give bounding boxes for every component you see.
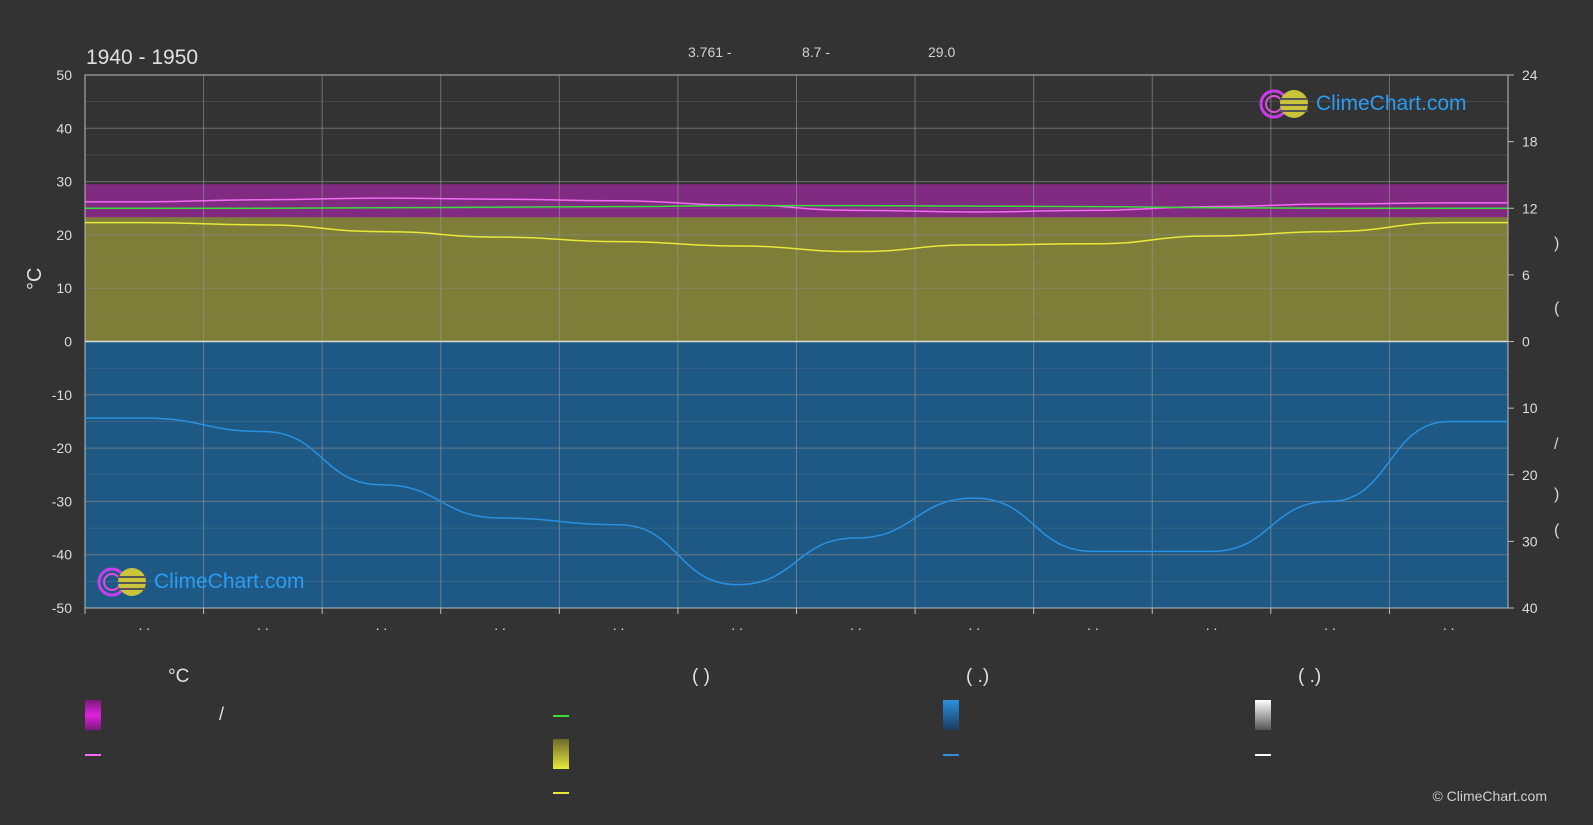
left-tick-label: -40 (52, 547, 72, 563)
series-line-green (85, 204, 1508, 209)
legend-col1-head: °C (168, 666, 190, 687)
legend-line-yellow (553, 792, 569, 794)
header-value-1: 3.761 - (688, 44, 732, 60)
left-axis-unit: °C (24, 267, 46, 290)
left-tick-label: -10 (52, 387, 72, 403)
series-line-yellow (85, 221, 1508, 253)
right-axis-paren-3: ) (1554, 486, 1560, 503)
right-tick-label: 20 (1522, 467, 1538, 483)
logo-top-right[interactable]: ClimeChart.com (1258, 88, 1467, 120)
month-tick-label: . . (494, 617, 506, 633)
right-tick-label: 0 (1522, 334, 1530, 350)
logo-text: ClimeChart.com (154, 570, 305, 593)
right-tick-label: 18 (1522, 134, 1538, 150)
left-tick-label: 50 (56, 67, 72, 83)
right-tick-label: 10 (1522, 400, 1538, 416)
legend-swatch-yellow (553, 739, 569, 769)
month-tick-label: . . (613, 617, 625, 633)
right-tick-label: 40 (1522, 600, 1538, 616)
header-value-2: 8.7 - (802, 44, 831, 60)
logo-text: ClimeChart.com (1316, 92, 1467, 115)
right-axis-paren-1: ) (1554, 235, 1560, 252)
month-tick-label: . . (969, 617, 981, 633)
month-tick-label: . . (376, 617, 388, 633)
series-line-pink (85, 197, 1508, 213)
period-title: 1940 - 1950 (86, 46, 199, 69)
legend-swatch-white (1255, 700, 1271, 730)
left-tick-label: 40 (56, 120, 72, 136)
header-value-3: 29.0 (928, 44, 956, 60)
month-tick-label: . . (850, 617, 862, 633)
legend-swatch-blue (943, 700, 959, 730)
right-tick-label: 6 (1522, 267, 1530, 283)
logo-icon (1259, 89, 1308, 119)
month-tick-label: . . (1443, 617, 1455, 633)
right-axis-slash: / (1554, 436, 1559, 453)
month-tick-label: . . (257, 617, 269, 633)
logo-bottom-left[interactable]: ClimeChart.com (96, 566, 305, 598)
right-tick-label: 30 (1522, 533, 1538, 549)
left-tick-label: 30 (56, 174, 72, 190)
month-tick-label: . . (731, 617, 743, 633)
legend-line-pink (85, 754, 101, 756)
copyright: © ClimeChart.com (1432, 788, 1547, 804)
legend-col2-head: ( ) (692, 666, 710, 687)
left-tick-label: 10 (56, 280, 72, 296)
left-tick-label: 20 (56, 227, 72, 243)
right-tick-label: 24 (1522, 67, 1538, 83)
legend-col4-head: ( .) (1298, 666, 1322, 687)
legend-line-blue (943, 754, 959, 756)
right-axis-paren-2: ( (1554, 300, 1560, 317)
month-tick-label: . . (1206, 617, 1218, 633)
legend-line-white (1255, 754, 1271, 756)
legend-line-green (553, 715, 569, 717)
series-line-blue (85, 417, 1508, 586)
right-tick-label: 12 (1522, 200, 1538, 216)
left-tick-label: 0 (64, 334, 72, 350)
left-tick-label: -50 (52, 600, 72, 616)
legend-swatch-magenta (85, 700, 101, 730)
month-tick-label: . . (138, 617, 150, 633)
left-tick-label: -30 (52, 493, 72, 509)
left-tick-label: -20 (52, 440, 72, 456)
legend-col3-head: ( .) (966, 666, 990, 687)
right-axis-paren-4: ( (1554, 522, 1560, 539)
month-tick-label: . . (1087, 617, 1099, 633)
month-tick-label: . . (1324, 617, 1336, 633)
logo-icon (97, 567, 146, 597)
legend-col1-slash: / (219, 704, 225, 724)
